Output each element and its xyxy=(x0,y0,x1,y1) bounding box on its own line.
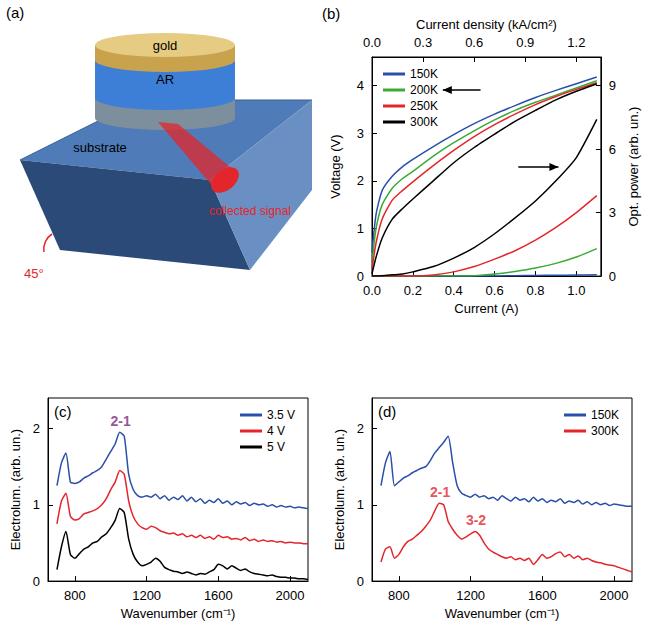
svg-text:(d): (d) xyxy=(378,403,396,420)
svg-text:0: 0 xyxy=(357,574,364,589)
svg-text:gold: gold xyxy=(153,38,178,53)
svg-text:0.4: 0.4 xyxy=(445,283,463,298)
svg-text:0.9: 0.9 xyxy=(516,35,534,50)
svg-text:2: 2 xyxy=(357,421,364,436)
svg-text:0.0: 0.0 xyxy=(363,283,381,298)
svg-text:1: 1 xyxy=(357,497,364,512)
svg-text:9: 9 xyxy=(609,78,616,93)
svg-text:Wavenumber (cm⁻¹): Wavenumber (cm⁻¹) xyxy=(121,606,236,621)
svg-text:800: 800 xyxy=(388,588,410,603)
svg-text:5 V: 5 V xyxy=(267,440,285,454)
svg-text:1.0: 1.0 xyxy=(567,283,585,298)
svg-text:(c): (c) xyxy=(54,403,72,420)
svg-text:2-1: 2-1 xyxy=(430,484,450,500)
svg-text:0.6: 0.6 xyxy=(486,283,504,298)
svg-text:800: 800 xyxy=(64,588,86,603)
svg-text:Electrolum. (arb. un.): Electrolum. (arb. un.) xyxy=(332,429,347,550)
svg-text:substrate: substrate xyxy=(73,140,126,155)
svg-text:(a): (a) xyxy=(6,4,24,21)
svg-text:3-2: 3-2 xyxy=(466,512,486,528)
svg-text:collected signal: collected signal xyxy=(209,204,291,218)
svg-text:Voltage (V): Voltage (V) xyxy=(328,134,343,198)
svg-text:0.0: 0.0 xyxy=(363,35,381,50)
svg-text:2: 2 xyxy=(33,421,40,436)
svg-text:2000: 2000 xyxy=(600,588,629,603)
svg-text:0: 0 xyxy=(33,574,40,589)
svg-text:150K: 150K xyxy=(410,67,438,81)
svg-text:0.8: 0.8 xyxy=(526,283,544,298)
svg-text:Electrolum. (arb. un.): Electrolum. (arb. un.) xyxy=(8,429,23,550)
svg-text:0.3: 0.3 xyxy=(414,35,432,50)
svg-text:1.2: 1.2 xyxy=(567,35,585,50)
svg-text:300K: 300K xyxy=(410,115,438,129)
svg-text:1: 1 xyxy=(357,221,364,236)
svg-text:Current (A): Current (A) xyxy=(454,301,518,316)
svg-text:AR: AR xyxy=(156,72,174,87)
svg-text:45°: 45° xyxy=(24,266,44,281)
svg-text:2-1: 2-1 xyxy=(111,413,131,429)
svg-text:250K: 250K xyxy=(410,99,438,113)
svg-text:4 V: 4 V xyxy=(267,424,285,438)
svg-text:1: 1 xyxy=(33,497,40,512)
svg-text:2000: 2000 xyxy=(276,588,305,603)
svg-text:0: 0 xyxy=(357,269,364,284)
svg-text:0.6: 0.6 xyxy=(465,35,483,50)
svg-text:1600: 1600 xyxy=(204,588,233,603)
svg-text:(b): (b) xyxy=(322,5,340,22)
svg-text:Wavenumber (cm⁻¹): Wavenumber (cm⁻¹) xyxy=(445,606,560,621)
svg-text:4: 4 xyxy=(357,78,364,93)
svg-text:Opt. power (arb. un.): Opt. power (arb. un.) xyxy=(626,107,641,227)
svg-text:2: 2 xyxy=(357,173,364,188)
svg-text:0: 0 xyxy=(609,269,616,284)
svg-text:3.5 V: 3.5 V xyxy=(267,408,295,422)
svg-text:1600: 1600 xyxy=(528,588,557,603)
svg-text:3: 3 xyxy=(357,126,364,141)
svg-text:1200: 1200 xyxy=(456,588,485,603)
svg-text:1200: 1200 xyxy=(132,588,161,603)
svg-text:200K: 200K xyxy=(410,83,438,97)
svg-text:300K: 300K xyxy=(591,424,619,438)
svg-text:0.2: 0.2 xyxy=(404,283,422,298)
svg-text:3: 3 xyxy=(609,205,616,220)
svg-text:Current density (kA/cm²): Current density (kA/cm²) xyxy=(416,17,557,32)
svg-text:6: 6 xyxy=(609,142,616,157)
svg-text:150K: 150K xyxy=(591,408,619,422)
